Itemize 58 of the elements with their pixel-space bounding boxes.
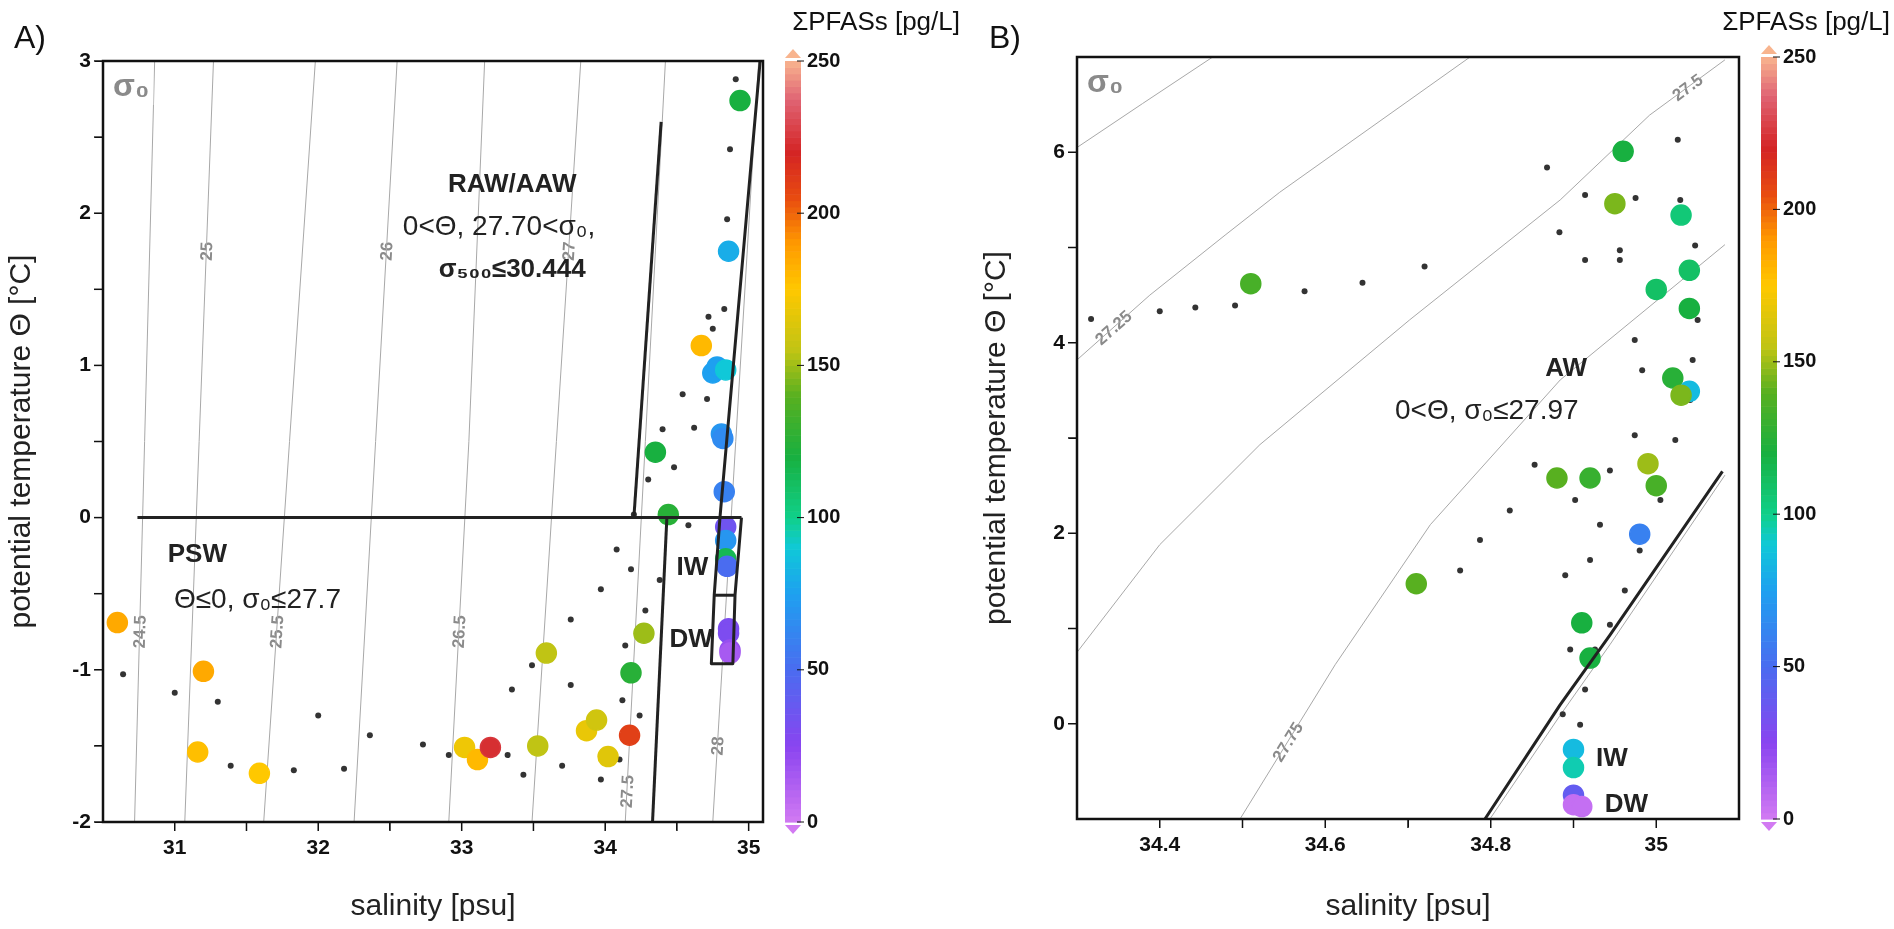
y-tick-label: 6 <box>1053 139 1065 163</box>
y-tick-label: -1 <box>72 656 92 680</box>
x-tick-label: 34.8 <box>1470 832 1512 856</box>
y-tick-label: 4 <box>1053 329 1066 353</box>
color-bar-title: ΣPFASs [pg/L] <box>792 6 960 36</box>
annotation: DW <box>1604 788 1649 819</box>
x-tick-label: 34 <box>593 835 618 859</box>
x-axis-title: salinity [psu] <box>1325 888 1491 922</box>
y-axis-title: potential temperature Θ [°C] <box>3 254 37 629</box>
annotation: 0<Θ, 27.70<σ₀, <box>402 210 596 242</box>
annotation: IW <box>1596 741 1629 772</box>
annotation: 0<Θ, σ₀≤27.97 <box>1394 394 1579 426</box>
y-tick-label: 2 <box>79 200 91 223</box>
annotation: σ₀ <box>113 66 150 103</box>
color-bar-label: 250 <box>1783 44 1817 67</box>
text: 27.5 <box>1668 70 1707 105</box>
text: 24.5 <box>129 614 150 649</box>
x-tick-label: 35 <box>736 835 761 859</box>
y-tick-label: -2 <box>72 808 91 832</box>
color-bar-label: 0 <box>1783 806 1795 829</box>
text: 26 <box>376 241 397 262</box>
annotation: IW <box>676 551 709 581</box>
y-axis-title: potential temperature Θ [°C] <box>978 251 1012 625</box>
text: 27.5 <box>616 774 638 809</box>
x-tick-label: 34.4 <box>1139 832 1181 856</box>
color-bar-label: 50 <box>807 657 830 680</box>
x-tick-label: 34.6 <box>1304 832 1346 856</box>
y-tick-label: 0 <box>1053 710 1065 734</box>
text: 28 <box>707 735 728 756</box>
text: 25 <box>196 241 217 262</box>
text: 25.5 <box>266 614 288 649</box>
y-tick-label: 2 <box>1053 520 1065 544</box>
annotation: σ₀ <box>1087 62 1124 99</box>
color-bar-label: 100 <box>807 505 841 528</box>
color-bar-label: 100 <box>1783 501 1817 524</box>
color-bar-label: 150 <box>807 352 841 375</box>
annotation: AW <box>1545 351 1588 382</box>
annotation: RAW/AAW <box>447 168 577 199</box>
color-bar-label: 200 <box>1783 196 1817 219</box>
chart-title: A) <box>14 19 46 55</box>
annotation: Θ≤0, σ₀≤27.7 <box>173 582 341 614</box>
x-axis-title: salinity [psu] <box>350 888 516 922</box>
x-tick-label: 32 <box>306 835 330 859</box>
y-tick-label: 1 <box>79 352 92 376</box>
color-bar-label: 250 <box>807 48 841 71</box>
color-bar-label: 200 <box>807 200 841 223</box>
x-tick-label: 31 <box>163 835 187 859</box>
y-tick-label: 3 <box>79 47 91 71</box>
x-tick-label: 33 <box>450 835 474 859</box>
x-tick-label: 35 <box>1644 832 1669 856</box>
color-bar-label: 0 <box>807 809 819 832</box>
color-bar-label: 150 <box>1783 349 1817 372</box>
color-bar-label: 50 <box>1783 654 1806 677</box>
color-bar-title: ΣPFASs [pg/L] <box>1722 6 1890 36</box>
text: 26.5 <box>448 614 470 649</box>
annotation: PSW <box>167 538 228 569</box>
chart-title: B) <box>989 19 1021 55</box>
y-tick-label: 0 <box>79 504 91 528</box>
